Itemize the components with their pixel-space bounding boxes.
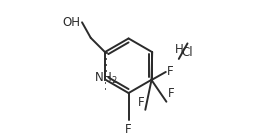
Text: NH$_2$: NH$_2$ (94, 71, 118, 86)
Text: F: F (167, 65, 174, 78)
Text: Cl: Cl (182, 46, 193, 59)
Text: H: H (174, 43, 183, 56)
Text: F: F (168, 87, 174, 101)
Text: OH: OH (63, 16, 81, 29)
Text: F: F (125, 123, 132, 136)
Text: F: F (137, 96, 144, 109)
